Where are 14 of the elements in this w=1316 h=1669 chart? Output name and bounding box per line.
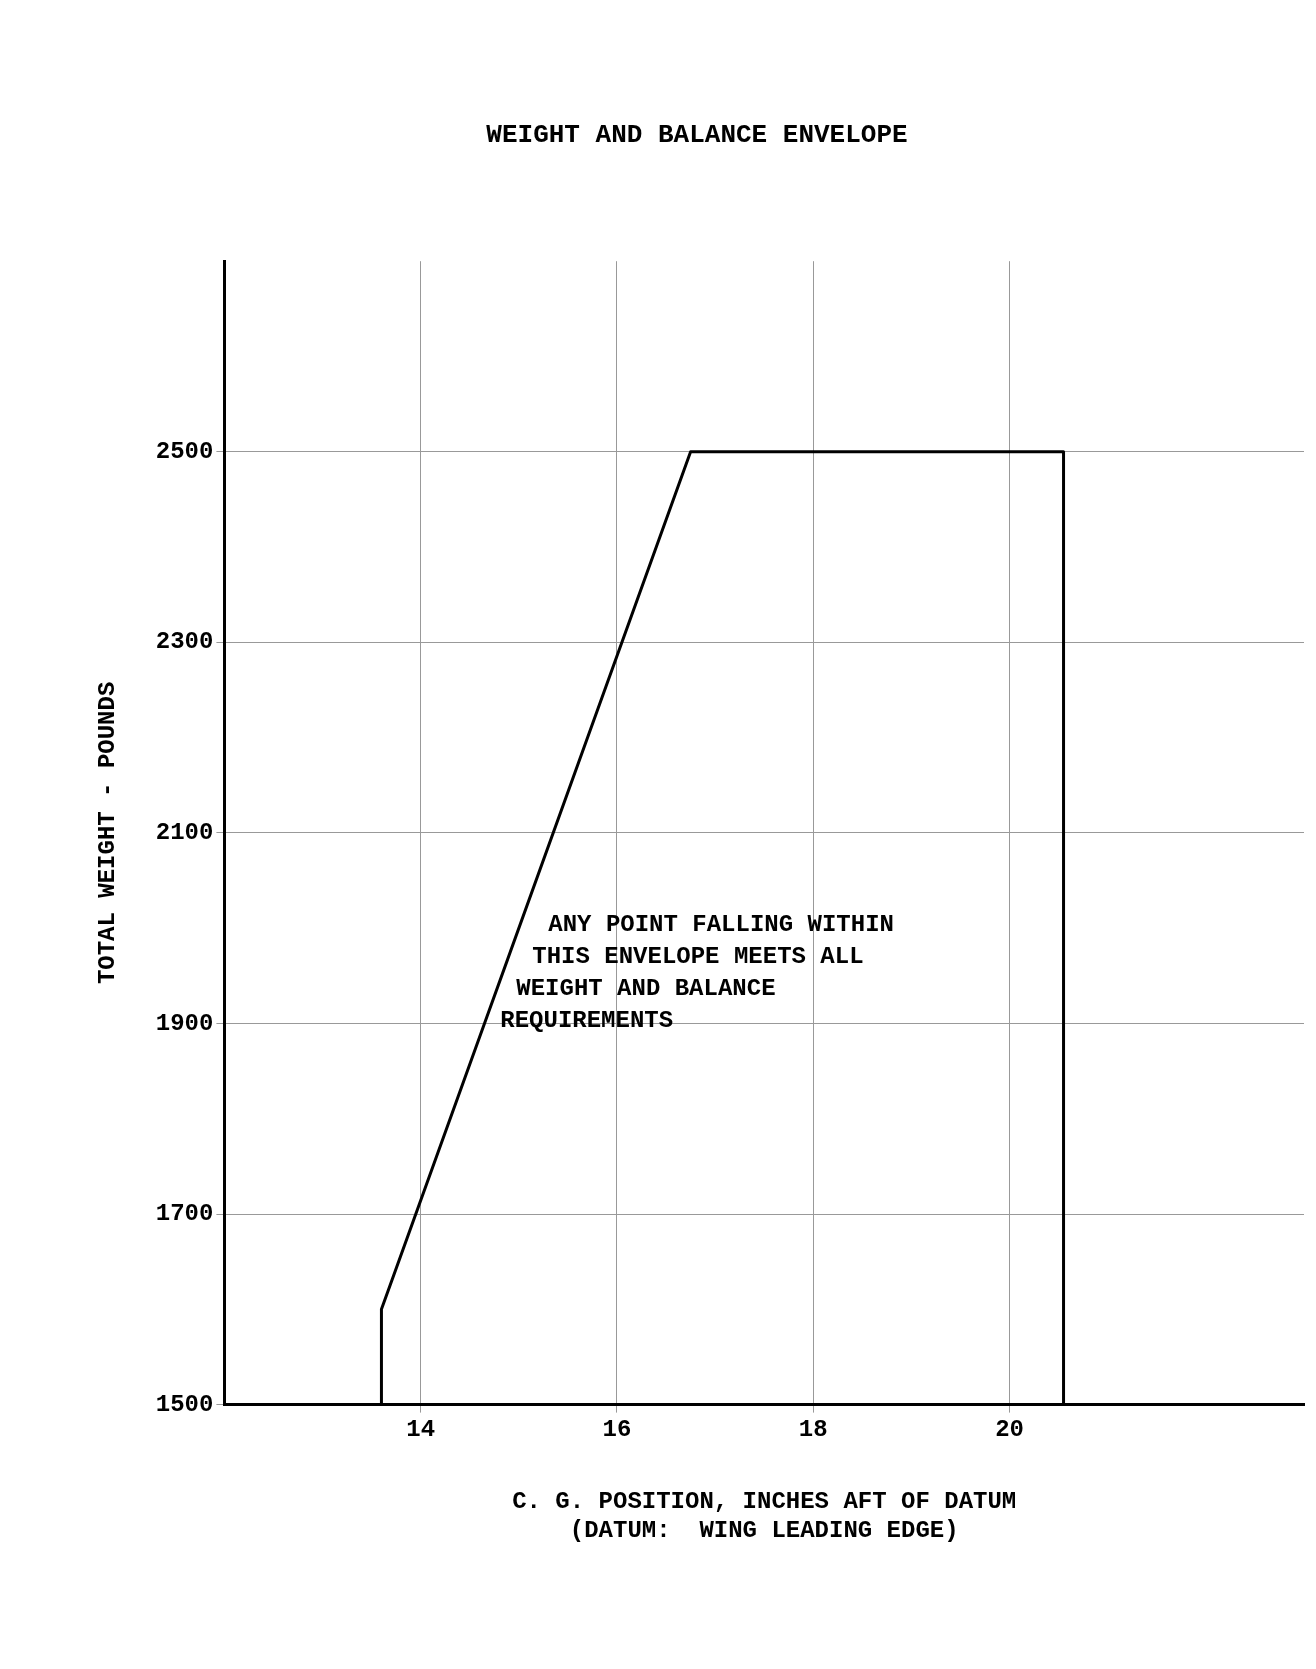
x-tick-label: 14 xyxy=(406,1416,436,1444)
annotation: ANY POINT FALLING WITHIN THIS ENVELOPE MEETS ALL WEIGHT AND BALANCE REQUIREMENTS xyxy=(500,910,894,1034)
x-tick-label: 20 xyxy=(995,1416,1024,1444)
chart-title: WEIGHT AND BALANCE ENVELOPE xyxy=(486,120,908,151)
y-axis-title: TOTAL WEIGHT - POUNDS xyxy=(94,681,122,985)
y-tick-label: 1900 xyxy=(155,1009,214,1037)
x-tick-label: 16 xyxy=(602,1416,632,1444)
y-tick-label: 1500 xyxy=(155,1390,214,1418)
y-tick-label: 2100 xyxy=(155,818,214,846)
x-axis-title: C. G. POSITION, INCHES AFT OF DATUM (DATUM: WING LEADING EDGE) xyxy=(512,1487,1017,1544)
y-tick-label: 2500 xyxy=(155,437,214,465)
y-tick-label: 1700 xyxy=(155,1200,214,1228)
x-tick-label: 18 xyxy=(798,1416,828,1444)
y-tick-label: 2300 xyxy=(155,628,214,656)
